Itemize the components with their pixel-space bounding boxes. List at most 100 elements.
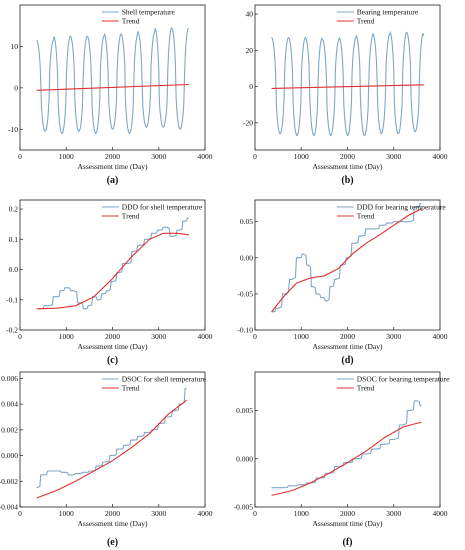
series-line-trend xyxy=(36,399,187,499)
legend-label: Trend xyxy=(357,212,375,221)
y-tick-label: 0.006 xyxy=(1,374,18,383)
x-tick-label: 1000 xyxy=(294,332,309,341)
x-tick-label: 1000 xyxy=(59,332,74,341)
x-axis-label: Assessment time (Day) xyxy=(313,519,383,528)
panel-caption: (f) xyxy=(343,537,353,548)
x-tick-label: 3000 xyxy=(386,332,401,341)
y-tick-label: -0.005 xyxy=(234,503,254,512)
legend-label: DSOC for bearing temperature xyxy=(357,375,450,384)
y-tick-label: -0.1 xyxy=(6,295,18,304)
panel-caption: (b) xyxy=(341,175,353,186)
x-tick-label: 4000 xyxy=(198,152,213,161)
panel-caption: (a) xyxy=(107,175,119,186)
y-tick-label: -10 xyxy=(8,125,18,134)
y-tick-label: 0.005 xyxy=(236,406,253,415)
chart-panel-3: 0 1000 2000 3000 4000 -0.2 -0.1 0.0 0.1 0.2 DDD fo… xyxy=(6,199,213,366)
y-tick-label: 0.0 xyxy=(9,265,19,274)
y-tick-label: -0.004 xyxy=(0,503,18,512)
legend-label: Bearing temperature xyxy=(357,8,419,17)
x-tick-label: 4000 xyxy=(433,152,448,161)
chart-panel-1: 0 1000 2000 3000 4000 -10 0 10 Shell temperature… xyxy=(8,4,213,186)
x-tick-label: 1000 xyxy=(59,152,74,161)
y-tick-label: 0 xyxy=(14,83,18,92)
x-tick-label: 1000 xyxy=(59,509,74,518)
x-tick-label: 2000 xyxy=(340,332,355,341)
x-tick-label: 0 xyxy=(253,332,257,341)
y-tick-label: 0.00 xyxy=(240,253,253,262)
plot-frame xyxy=(19,199,206,331)
x-tick-label: 2000 xyxy=(105,332,120,341)
y-tick-label: 0.002 xyxy=(1,425,18,434)
x-tick-label: 4000 xyxy=(433,509,448,518)
y-tick-label: 20 xyxy=(246,46,254,55)
legend-label: Trend xyxy=(122,17,140,26)
legend-label: Trend xyxy=(122,384,140,393)
x-tick-label: 4000 xyxy=(198,332,213,341)
series-line-trend xyxy=(271,421,422,496)
x-tick-label: 2000 xyxy=(340,509,355,518)
legend-label: Shell temperature xyxy=(122,8,176,17)
x-tick-label: 4000 xyxy=(433,332,448,341)
x-tick-label: 0 xyxy=(253,152,257,161)
y-tick-label: -0.002 xyxy=(0,477,18,486)
series-line-data xyxy=(271,400,422,489)
y-tick-label: -0.2 xyxy=(6,326,18,335)
x-axis-label: Assessment time (Day) xyxy=(78,342,148,351)
series-line-trend xyxy=(271,208,422,313)
x-tick-label: 3000 xyxy=(386,152,401,161)
plot-frame xyxy=(254,4,441,151)
x-tick-label: 1000 xyxy=(294,509,309,518)
y-tick-label: 0.000 xyxy=(236,454,253,463)
y-tick-label: 0 xyxy=(249,82,253,91)
x-tick-label: 3000 xyxy=(151,509,166,518)
y-tick-label: 40 xyxy=(246,10,254,19)
plot-frame xyxy=(254,371,441,508)
y-tick-label: 10 xyxy=(11,42,19,51)
legend-label: Trend xyxy=(122,212,140,221)
series-line-data xyxy=(271,203,422,313)
y-tick-label: 0.2 xyxy=(9,205,19,214)
y-tick-label: -0.05 xyxy=(237,289,253,298)
x-tick-label: 0 xyxy=(18,332,22,341)
chart-panel-6: 0 1000 2000 3000 4000 -0.005 0.000 0.005 DSOC fo… xyxy=(234,371,450,548)
y-tick-label: 0.1 xyxy=(9,235,19,244)
x-tick-label: 4000 xyxy=(198,509,213,518)
x-axis-label: Assessment time (Day) xyxy=(313,342,383,351)
x-axis-label: Assessment time (Day) xyxy=(313,162,383,171)
legend-label: Trend xyxy=(357,384,375,393)
legend-label: Trend xyxy=(357,17,375,26)
x-tick-label: 0 xyxy=(18,152,22,161)
chart-panel-2: 0 1000 2000 3000 4000 -20 0 20 40 Bearing tempera… xyxy=(243,4,448,186)
x-tick-label: 2000 xyxy=(105,152,120,161)
y-tick-label: -20 xyxy=(243,118,253,127)
panel-caption: (e) xyxy=(107,537,118,548)
x-tick-label: 2000 xyxy=(340,152,355,161)
legend-label: DSOC for shell temperature xyxy=(122,375,207,384)
panel-caption: (d) xyxy=(341,355,353,366)
series-line-trend xyxy=(36,232,189,310)
series-line-trend xyxy=(36,83,189,91)
x-tick-label: 0 xyxy=(253,509,257,518)
series-line-trend xyxy=(271,84,424,89)
legend-label: DDD for bearing temperature xyxy=(357,203,447,212)
series-line-data xyxy=(38,217,189,310)
x-axis-label: Assessment time (Day) xyxy=(78,162,148,171)
x-axis-label: Assessment time (Day) xyxy=(78,519,148,528)
x-tick-label: 3000 xyxy=(151,152,166,161)
plot-frame xyxy=(19,4,206,151)
x-tick-label: 0 xyxy=(18,509,22,518)
series-line-data xyxy=(36,27,190,135)
plot-frame xyxy=(254,199,441,331)
series-line-data xyxy=(271,31,425,137)
y-tick-label: 0.05 xyxy=(240,217,253,226)
x-tick-label: 1000 xyxy=(294,152,309,161)
chart-panel-5: 0 1000 2000 3000 4000 -0.004 -0.002 0.000 0.002 0… xyxy=(0,371,213,548)
x-tick-label: 3000 xyxy=(386,509,401,518)
y-tick-label: -0.10 xyxy=(237,326,253,335)
legend-label: DDD for shell temperature xyxy=(122,203,203,212)
panel-caption: (c) xyxy=(107,355,118,366)
x-tick-label: 3000 xyxy=(151,332,166,341)
chart-panel-4: 0 1000 2000 3000 4000 -0.10 -0.05 0.00 0.05 DDD f… xyxy=(237,199,448,366)
series-line-data xyxy=(36,388,187,489)
